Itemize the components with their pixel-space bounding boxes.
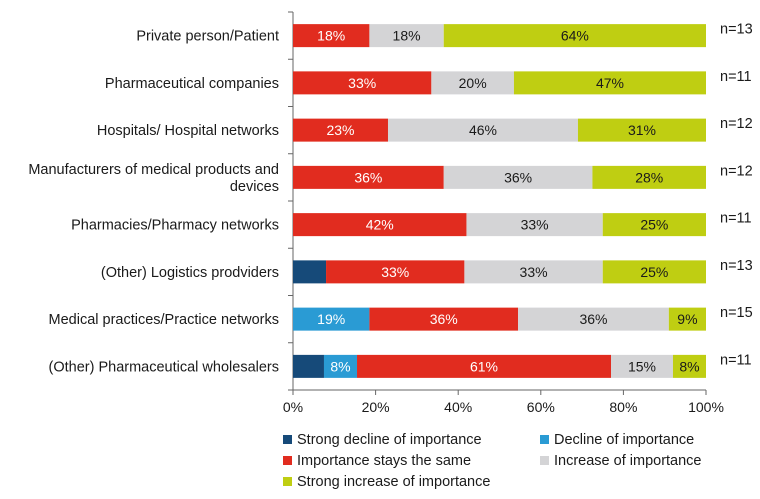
data-label: 20% — [459, 75, 487, 91]
category-label: Medical practices/Practice networks — [49, 312, 279, 328]
data-label: 46% — [469, 122, 497, 138]
category-label: Pharmacies/Pharmacy networks — [71, 218, 279, 234]
category-label: (Other) Logistics prodviders — [101, 265, 279, 281]
bar-segment — [293, 71, 432, 95]
legend-label: Strong increase of importance — [297, 474, 490, 490]
bar-segment — [464, 260, 603, 284]
x-tick-label: 60% — [527, 399, 555, 415]
data-label: 23% — [326, 122, 354, 138]
bar-segment — [466, 213, 603, 237]
data-label: 18% — [393, 28, 421, 44]
legend-label: Increase of importance — [554, 453, 702, 469]
category-label-line: Pharmaceutical companies — [105, 76, 279, 92]
data-label: 64% — [561, 28, 589, 44]
bar-segment — [293, 354, 324, 378]
sample-size-label: n=12 — [720, 116, 753, 132]
x-tick-label: 100% — [688, 399, 724, 415]
data-label: 8% — [679, 358, 699, 374]
data-label: 33% — [348, 75, 376, 91]
category-label: Manufacturers of medical products and dev… — [28, 162, 279, 195]
category-label: Private person/Patient — [136, 29, 279, 45]
bar-segment — [369, 307, 519, 331]
bar-segment — [293, 260, 327, 284]
category-label-line: (Other) Logistics prodviders — [101, 265, 279, 281]
bar-segment — [668, 307, 706, 331]
data-label: 19% — [317, 311, 345, 327]
bar-segment — [357, 354, 612, 378]
data-label: 31% — [628, 122, 656, 138]
bar-segment — [518, 307, 669, 331]
bar-segment — [602, 260, 706, 284]
bar-segment — [611, 354, 673, 378]
data-label: 47% — [596, 75, 624, 91]
x-tick-label: 80% — [609, 399, 637, 415]
bar-segment — [293, 118, 388, 142]
sample-size-label: n=13 — [720, 258, 753, 274]
sample-size-label: n=15 — [720, 305, 753, 321]
data-label: 25% — [640, 264, 668, 280]
sample-size-label: n=11 — [720, 69, 752, 85]
category-label: Pharmaceutical companies — [105, 76, 279, 92]
bar-segment — [369, 24, 444, 48]
data-label: 8% — [330, 358, 350, 374]
legend-label: Importance stays the same — [297, 453, 471, 469]
legend-label: Strong decline of importance — [297, 432, 482, 448]
bar-segment — [602, 213, 706, 237]
bar-segment — [443, 24, 706, 48]
bar-segment — [672, 354, 706, 378]
data-label: 36% — [354, 169, 382, 185]
bar-segment — [577, 118, 706, 142]
bar-segment — [443, 165, 593, 189]
bar-segment — [431, 71, 514, 95]
data-label: 9% — [677, 311, 697, 327]
legend-swatch — [540, 456, 549, 465]
data-label: 18% — [317, 28, 345, 44]
bar-segment — [326, 260, 465, 284]
data-label: 28% — [635, 169, 663, 185]
legend-swatch — [283, 435, 292, 444]
data-label: 25% — [640, 217, 668, 233]
bar-segment — [323, 354, 358, 378]
bar-segment — [592, 165, 706, 189]
category-label-line: Private person/Patient — [136, 29, 279, 45]
data-label: 61% — [470, 358, 498, 374]
legend-swatch — [283, 477, 292, 486]
legend-swatch — [283, 456, 292, 465]
data-label: 36% — [504, 169, 532, 185]
category-label-line: (Other) Pharmaceutical wholesalers — [49, 359, 279, 375]
category-label-line: devices — [230, 179, 279, 195]
bar-segment — [293, 213, 467, 237]
data-label: 36% — [579, 311, 607, 327]
x-tick-label: 40% — [444, 399, 472, 415]
legend-label: Decline of importance — [554, 432, 694, 448]
category-label-line: Manufacturers of medical products and — [28, 162, 279, 178]
data-label: 42% — [366, 217, 394, 233]
data-label: 33% — [381, 264, 409, 280]
data-label: 15% — [628, 358, 656, 374]
sample-size-label: n=13 — [720, 22, 753, 38]
x-tick-label: 20% — [362, 399, 390, 415]
bar-segment — [293, 165, 444, 189]
bar-segment — [387, 118, 578, 142]
sample-size-label: n=11 — [720, 352, 752, 368]
category-label-line: Medical practices/Practice networks — [49, 312, 279, 328]
bar-segment — [513, 71, 706, 95]
bar-segment — [293, 24, 370, 48]
data-label: 33% — [521, 217, 549, 233]
category-label: Hospitals/ Hospital networks — [97, 123, 279, 139]
sample-size-label: n=12 — [720, 163, 753, 179]
data-label: 36% — [430, 311, 458, 327]
sample-size-label: n=11 — [720, 211, 752, 227]
category-label-line: Pharmacies/Pharmacy networks — [71, 218, 279, 234]
bar-segment — [293, 307, 370, 331]
data-label: 33% — [520, 264, 548, 280]
category-label: (Other) Pharmaceutical wholesalers — [49, 359, 279, 375]
x-tick-label: 0% — [283, 399, 303, 415]
legend-swatch — [540, 435, 549, 444]
category-label-line: Hospitals/ Hospital networks — [97, 123, 279, 139]
